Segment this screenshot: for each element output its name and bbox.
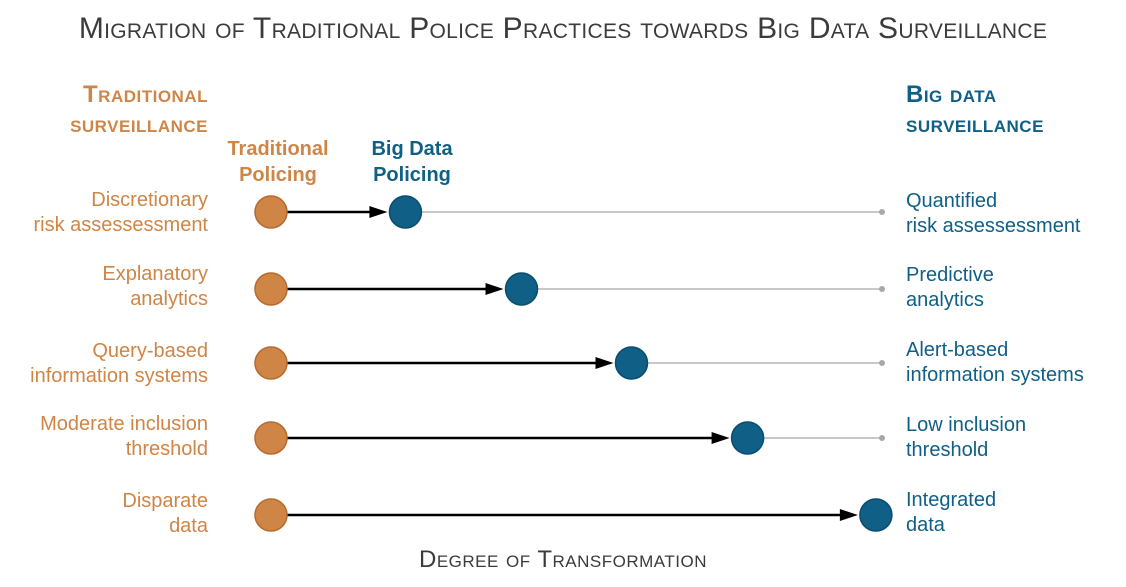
- row-4-traditional-label-line1: Moderate inclusion: [40, 413, 208, 435]
- big-data-surveillance-heading-line2: surveillance: [906, 111, 1044, 138]
- row-2-traditional-label-line1: Explanatory: [102, 263, 208, 285]
- row-2-traditional-marker: [254, 272, 288, 306]
- traditional-surveillance-heading-line2: surveillance: [70, 111, 208, 138]
- row-4-traditional-marker: [254, 421, 288, 455]
- row-5-traditional-label: Disparate data: [122, 489, 208, 539]
- row-2-big-data-label-line2: analytics: [906, 289, 984, 311]
- x-axis-label: Degree of Transformation: [419, 546, 707, 573]
- row-4-big-data-label-line2: threshold: [906, 439, 989, 461]
- row-3-track-endpoint: [879, 360, 885, 366]
- row-1-big-data-label-line2: risk assessessment: [906, 215, 1081, 237]
- row-2-arrowhead: [485, 283, 504, 295]
- diagram-title: Migration of Traditional Police Practice…: [78, 12, 1048, 45]
- row-1-big-data-label: Quantified risk assessessment: [906, 189, 1081, 239]
- row-2-traditional-label: Explanatory analytics: [102, 262, 208, 312]
- row-4-big-data-label: Low inclusion threshold: [906, 413, 1026, 463]
- row-1-traditional-label: Discretionary risk assessessment: [34, 188, 209, 238]
- row-3-traditional-label-line2: information systems: [30, 365, 208, 387]
- row-1-traditional-label-line1: Discretionary: [91, 189, 208, 211]
- row-3-traditional-marker: [254, 346, 288, 380]
- row-5-arrowhead: [839, 509, 858, 521]
- big-data-surveillance-heading: Big data surveillance: [906, 80, 1044, 140]
- row-1-big-data-label-line1: Quantified: [906, 190, 998, 212]
- row-1-track-endpoint: [879, 209, 885, 215]
- row-5-big-data-label-line2: data: [906, 514, 945, 536]
- traditional-policing-label: Traditional Policing: [222, 136, 334, 188]
- row-2-big-data-label-line1: Predictive: [906, 264, 994, 286]
- row-1-traditional-marker: [254, 195, 288, 229]
- row-4-big-data-label-line1: Low inclusion: [906, 414, 1027, 436]
- row-1-big-data-marker: [388, 195, 423, 229]
- big-data-policing-label-line2: Policing: [373, 164, 451, 186]
- row-5-big-data-label-line1: Integrated: [906, 489, 997, 511]
- big-data-surveillance-heading-line1: Big data: [906, 81, 997, 108]
- row-5-traditional-marker: [254, 498, 288, 532]
- row-3-big-data-label: Alert-based information systems: [906, 338, 1084, 388]
- traditional-surveillance-heading: Traditional surveillance: [70, 80, 208, 140]
- row-2-track-endpoint: [879, 286, 885, 292]
- row-4-big-data-marker: [730, 421, 765, 455]
- row-2-big-data-label: Predictive analytics: [906, 263, 994, 313]
- row-3-big-data-label-line2: information systems: [906, 364, 1084, 386]
- row-4-track-endpoint: [879, 435, 885, 441]
- row-2-traditional-label-line2: analytics: [130, 288, 208, 310]
- row-3-arrowhead: [595, 357, 614, 369]
- row-5-traditional-label-line2: data: [169, 515, 208, 537]
- traditional-surveillance-heading-line1: Traditional: [83, 81, 208, 108]
- row-4-traditional-label-line2: threshold: [125, 438, 208, 460]
- big-data-policing-label-line1: Big Data: [371, 138, 453, 160]
- row-5-traditional-label-line1: Disparate: [122, 490, 208, 512]
- big-data-policing-label: Big Data Policing: [356, 136, 468, 188]
- row-4-traditional-label: Moderate inclusion threshold: [40, 412, 208, 462]
- row-3-big-data-label-line1: Alert-based: [906, 339, 1009, 361]
- row-3-big-data-marker: [614, 346, 649, 380]
- row-3-traditional-label-line1: Query-based: [92, 340, 208, 362]
- row-1-traditional-label-line2: risk assessessment: [33, 214, 209, 236]
- row-4-arrowhead: [711, 432, 730, 444]
- row-5-big-data-marker: [859, 498, 893, 532]
- row-3-traditional-label: Query-based information systems: [30, 339, 208, 389]
- row-5-big-data-label: Integrated data: [906, 488, 996, 538]
- row-2-big-data-marker: [504, 272, 539, 306]
- traditional-policing-label-line2: Policing: [239, 164, 317, 186]
- traditional-policing-label-line1: Traditional: [227, 138, 329, 160]
- row-1-arrowhead: [369, 206, 388, 218]
